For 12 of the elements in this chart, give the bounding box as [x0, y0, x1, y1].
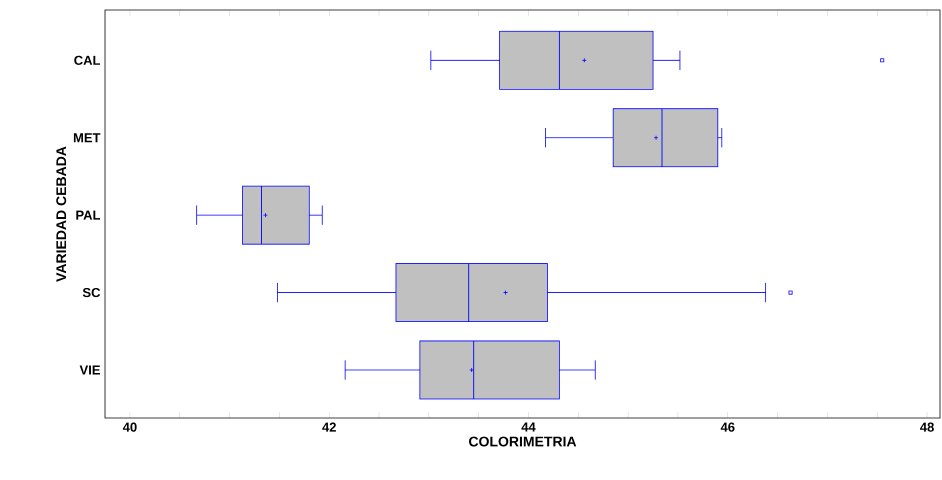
y-tick-label: VIE [80, 366, 100, 374]
y-axis-title: VARIEDAD CEBADA [56, 146, 66, 282]
x-tick-label: 46 [720, 422, 735, 432]
x-tick-label: 44 [521, 422, 536, 432]
x-tick-label: 48 [920, 422, 934, 432]
x-tick-label: 42 [322, 422, 336, 432]
y-tick-label: MET [74, 133, 100, 142]
y-tick-label: PAL [76, 210, 100, 220]
x-axis-title: COLORIMETRIA [469, 436, 576, 447]
x-tick-label: 40 [122, 422, 137, 432]
y-tick-label: SC [82, 288, 100, 298]
y-tick-label: CAL [74, 56, 100, 65]
